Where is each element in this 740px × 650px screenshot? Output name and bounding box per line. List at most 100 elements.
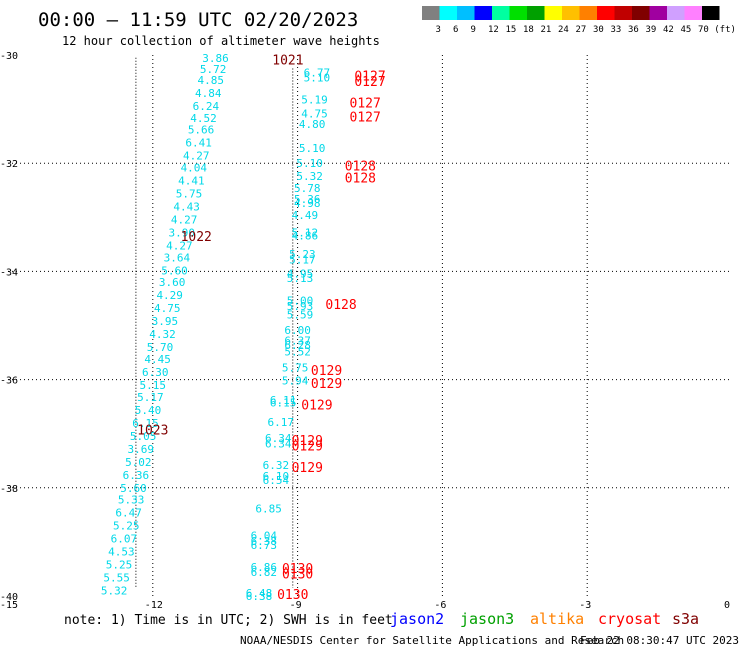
wave-height-label: 4.43 <box>173 200 200 213</box>
legend-label: 36 <box>628 25 639 35</box>
legend-swatch <box>684 6 702 20</box>
wave-height-label: 5.59 <box>287 309 314 322</box>
y-tick-label: -36 <box>0 376 18 387</box>
wave-height-label: 6.37 <box>284 335 311 348</box>
wave-height-label: 6.73 <box>251 539 278 552</box>
wave-height-label: 4.84 <box>195 87 222 100</box>
wave-height-label: 5.78 <box>294 182 321 195</box>
wave-height-label: 5.17 <box>137 391 164 404</box>
time-label: 0127 <box>350 111 381 126</box>
legend-label: 39 <box>646 25 657 35</box>
wave-height-label: 6.86 <box>251 561 278 574</box>
wave-height-label: 5.05 <box>130 430 157 443</box>
wave-height-label: 5.60 <box>120 482 147 495</box>
wave-height-label: 5.15 <box>140 379 167 392</box>
legend-label: 6 <box>453 25 458 35</box>
time-label: 0128 <box>345 159 376 174</box>
wave-height-label: 5.19 <box>301 93 328 106</box>
wave-height-label: 5.94 <box>282 375 309 388</box>
y-tick-label: -30 <box>0 51 18 62</box>
wave-height-label: 4.27 <box>171 213 198 226</box>
wave-height-label: 6.04 <box>251 529 278 542</box>
wave-height-label: 5.32 <box>101 585 128 598</box>
wave-height-label: 4.95 <box>287 268 314 281</box>
wave-height-label: 5.00 <box>287 295 314 308</box>
y-tick-label: -40 <box>0 592 18 603</box>
satellite-legend: jason2 jason3 altika cryosat s3a <box>390 610 699 628</box>
wave-height-label: 3.90 <box>169 226 196 239</box>
wave-height-label: 5.23 <box>289 248 316 261</box>
wave-height-label: 6.34 <box>265 432 292 445</box>
legend-swatch <box>544 6 562 20</box>
wave-height-label: 4.80 <box>299 118 326 131</box>
wave-height-label: 4.75 <box>301 107 328 120</box>
footer-credit: NOAA/NESDIS Center for Satellite Applica… <box>240 634 624 647</box>
legend-label: 70 (ft) <box>698 25 736 35</box>
wave-height-label: 6.24 <box>193 100 220 113</box>
x-tick-label: -3 <box>579 600 591 611</box>
time-label: 0129 <box>311 377 342 392</box>
wave-height-label: 5.17 <box>289 253 316 266</box>
y-tick-label: -32 <box>0 159 18 170</box>
wave-height-label: 5.32 <box>296 170 323 183</box>
wave-height-label: 6.07 <box>111 533 138 546</box>
wave-height-label: 5.10 <box>296 157 323 170</box>
time-label: 0129 <box>292 434 323 449</box>
wave-height-label: 4.52 <box>190 112 217 125</box>
legend-swatch <box>492 6 510 20</box>
time-label: 0127 <box>354 70 385 85</box>
wave-height-label: 6.54 <box>263 474 290 487</box>
wave-height-label: 4.27 <box>166 239 193 252</box>
time-label: 0130 <box>277 588 308 603</box>
legend-swatch <box>562 6 580 20</box>
legend-swatch <box>439 6 457 20</box>
grid-lines <box>8 55 732 596</box>
time-label: 1023 <box>137 423 168 438</box>
legend-swatch <box>649 6 667 20</box>
legend-swatch <box>527 6 545 20</box>
wave-height-label: 6.17 <box>267 416 294 429</box>
legend-swatch <box>457 6 475 20</box>
wave-height-label: 5.55 <box>103 572 130 585</box>
wave-height-label: 4.49 <box>292 209 319 222</box>
time-label: 0129 <box>301 398 332 413</box>
wave-height-label: 3.64 <box>164 251 191 264</box>
color-legend: 3 6 9 12 15 18 21 24 27 30 33 36 39 42 45 70 (ft) <box>422 6 736 35</box>
legend-label: 3 <box>436 25 441 35</box>
wave-height-label: 5.70 <box>147 341 174 354</box>
wave-height-label: 5.25 <box>113 520 140 533</box>
time-label: 0129 <box>292 461 323 476</box>
legend-swatch <box>614 6 632 20</box>
wave-height-label: 4.29 <box>156 289 183 302</box>
satellite-name: jason2 <box>390 610 444 628</box>
wave-height-label: 4.86 <box>292 230 319 243</box>
wave-height-label: 5.12 <box>292 226 319 239</box>
wave-height-label: 4.27 <box>183 150 210 163</box>
wave-height-label: 3.86 <box>202 52 229 65</box>
legend-label: 18 <box>523 25 534 35</box>
satellite-tracks <box>135 57 294 588</box>
time-label: 0130 <box>282 562 313 577</box>
legend-swatch <box>702 6 720 20</box>
wave-height-label: 5.75 <box>282 362 309 375</box>
time-label: 1022 <box>181 230 212 245</box>
wave-height-label: 5.25 <box>106 559 133 572</box>
legend-label: 42 <box>663 25 674 35</box>
wave-height-label: 6.41 <box>185 137 212 150</box>
data-labels: 3.865.724.854.846.244.525.666.414.274.04… <box>101 52 386 603</box>
wave-height-label: 6.11 <box>270 394 297 407</box>
time-label: 0128 <box>345 171 376 186</box>
wave-height-label: 4.41 <box>178 175 205 188</box>
legend-swatch <box>597 6 615 20</box>
wave-height-label: 4.75 <box>154 302 181 315</box>
wave-height-label: 4.53 <box>108 546 135 559</box>
wave-height-label: 6.15 <box>270 396 297 409</box>
y-tick-label: -34 <box>0 267 18 278</box>
x-tick-label: 0 <box>724 600 730 611</box>
x-tick-label: -6 <box>434 600 446 611</box>
x-tick-label: -15 <box>0 600 18 611</box>
legend-swatch <box>579 6 597 20</box>
wave-height-label: 6.38 <box>246 590 273 603</box>
satellite-name: cryosat <box>598 610 661 628</box>
